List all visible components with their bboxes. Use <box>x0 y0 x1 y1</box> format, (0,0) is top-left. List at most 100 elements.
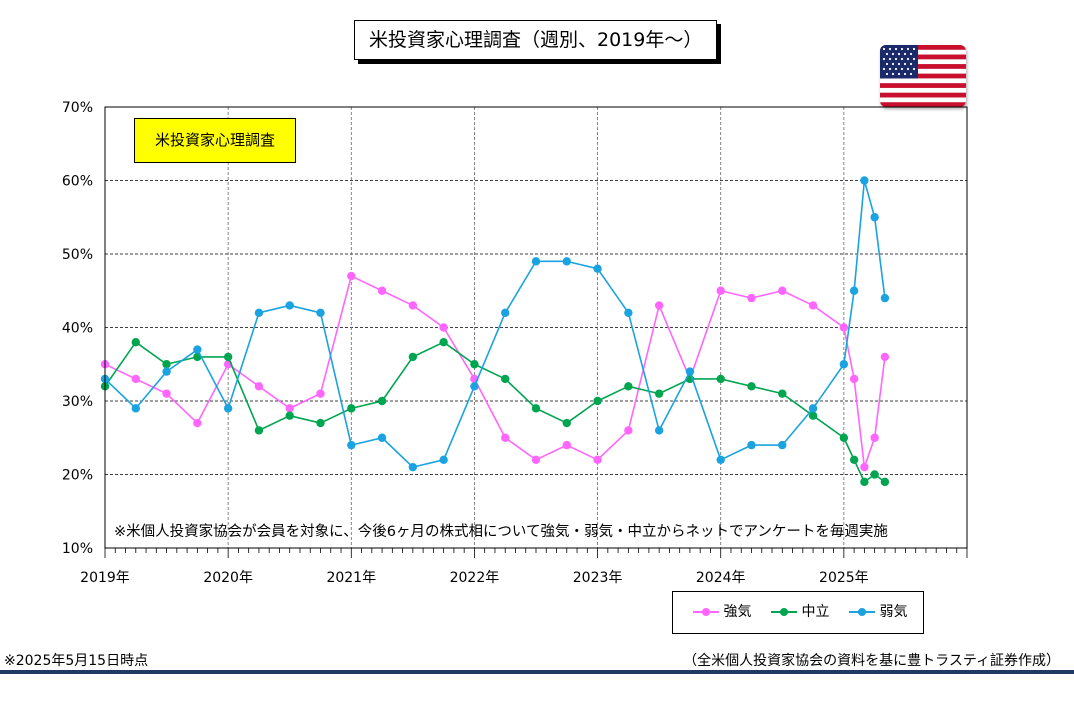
series-bearish <box>100 176 890 472</box>
data-point-bullish <box>654 301 664 310</box>
legend-label-bullish: 強気 <box>723 604 752 620</box>
legend-swatch-bullish <box>693 608 719 616</box>
data-point-bearish <box>593 264 602 273</box>
data-point-bullish <box>193 418 202 428</box>
data-point-neutral <box>377 396 387 406</box>
y-tick-label: 40% <box>62 321 93 337</box>
legend-item-neutral: 中立 <box>771 592 829 633</box>
data-point-neutral <box>562 418 571 428</box>
data-point-bullish <box>870 433 879 442</box>
data-point-bullish <box>624 426 633 435</box>
data-point-bullish <box>593 455 602 464</box>
data-point-bullish <box>808 301 818 310</box>
x-tick-label: 2023年 <box>573 570 623 586</box>
data-point-bearish <box>131 404 140 413</box>
data-point-bullish <box>254 382 264 391</box>
y-tick-label: 20% <box>62 468 93 484</box>
legend-item-bullish: 強気 <box>693 592 751 633</box>
data-point-neutral <box>808 411 818 420</box>
as-of-date: ※2025年5月15日時点 <box>4 653 149 669</box>
series-layer <box>100 176 890 487</box>
data-point-neutral <box>624 382 633 391</box>
legend-label-neutral: 中立 <box>801 604 830 620</box>
data-point-bullish <box>860 462 869 472</box>
tick-labels: 10% 20% 30% 40% 50% 60% 70% 2019年 2020年 2021年 2022… <box>62 100 869 586</box>
data-point-bullish <box>347 271 356 281</box>
data-point-neutral <box>408 352 418 362</box>
legend-label-bearish: 弱気 <box>879 604 908 620</box>
data-point-bearish <box>747 440 756 450</box>
y-tick-label: 70% <box>62 100 93 116</box>
data-point-bearish <box>849 286 859 295</box>
data-point-neutral <box>849 455 859 464</box>
plot-frame <box>104 106 968 549</box>
data-point-bearish <box>778 440 787 450</box>
data-point-bearish <box>470 382 479 391</box>
data-point-bearish <box>860 176 869 185</box>
y-tick-label: 60% <box>62 174 93 190</box>
x-tick-label: 2025年 <box>819 570 869 586</box>
x-tick-label: 2020年 <box>203 570 253 586</box>
data-point-bearish <box>562 257 571 266</box>
data-point-neutral <box>501 374 510 384</box>
series-neutral <box>100 338 890 487</box>
data-point-neutral <box>593 396 602 406</box>
data-point-bearish <box>193 345 202 354</box>
data-point-bullish <box>880 352 890 362</box>
series-bullish <box>100 271 890 472</box>
data-point-bearish <box>870 213 879 222</box>
data-point-bullish <box>162 389 171 398</box>
chart-label-box: 米投資家心理調査 <box>134 118 296 163</box>
x-tick-label: 2022年 <box>450 570 500 586</box>
chart-title: 米投資家心理調査（週別、2019年～） <box>354 20 718 60</box>
data-point-bearish <box>316 308 325 317</box>
data-point-bullish <box>531 455 541 464</box>
data-point-bearish <box>285 301 294 310</box>
data-point-bearish <box>501 308 510 317</box>
legend-swatch-neutral <box>771 608 797 616</box>
data-point-bullish <box>716 286 725 295</box>
data-point-neutral <box>316 418 325 428</box>
y-tick-label: 10% <box>62 541 93 557</box>
data-point-neutral <box>131 338 140 347</box>
series-line-bearish <box>104 179 886 468</box>
data-point-bearish <box>685 367 695 376</box>
x-tick-label: 2019年 <box>80 570 130 586</box>
data-point-bullish <box>849 374 859 384</box>
data-point-bearish <box>162 367 171 376</box>
data-point-bearish <box>377 433 387 442</box>
data-point-bullish <box>131 374 140 384</box>
data-point-neutral <box>880 477 890 487</box>
data-point-bearish <box>716 455 725 464</box>
data-point-bearish <box>624 308 633 317</box>
data-point-bullish <box>778 286 787 295</box>
data-point-bullish <box>562 440 571 450</box>
legend-swatch-bearish <box>849 608 875 616</box>
data-point-bearish <box>531 257 541 266</box>
source-note: （全米個人投資家協会の資料を基に豊トラスティ証券作成） <box>683 653 1060 669</box>
data-point-bullish <box>408 301 418 310</box>
y-tick-label: 30% <box>62 394 93 410</box>
data-point-bullish <box>439 323 448 332</box>
data-point-neutral <box>839 433 849 442</box>
data-point-bullish <box>747 293 756 303</box>
data-point-neutral <box>716 374 725 384</box>
data-point-neutral <box>531 404 541 413</box>
y-tick-label: 50% <box>62 247 93 263</box>
grid-lines <box>105 107 967 548</box>
data-point-bullish <box>501 433 510 442</box>
data-point-neutral <box>254 426 264 435</box>
data-point-bearish <box>347 440 356 450</box>
data-point-bullish <box>377 286 387 295</box>
data-point-neutral <box>860 477 869 487</box>
bottom-divider <box>0 670 1074 674</box>
data-point-neutral <box>470 360 479 369</box>
data-point-neutral <box>162 360 171 369</box>
axes <box>104 106 968 558</box>
data-point-bearish <box>439 455 448 464</box>
legend-item-bearish: 弱気 <box>849 592 907 633</box>
data-point-neutral <box>870 470 879 479</box>
series-line-neutral <box>104 341 886 483</box>
x-tick-label: 2024年 <box>696 570 746 586</box>
